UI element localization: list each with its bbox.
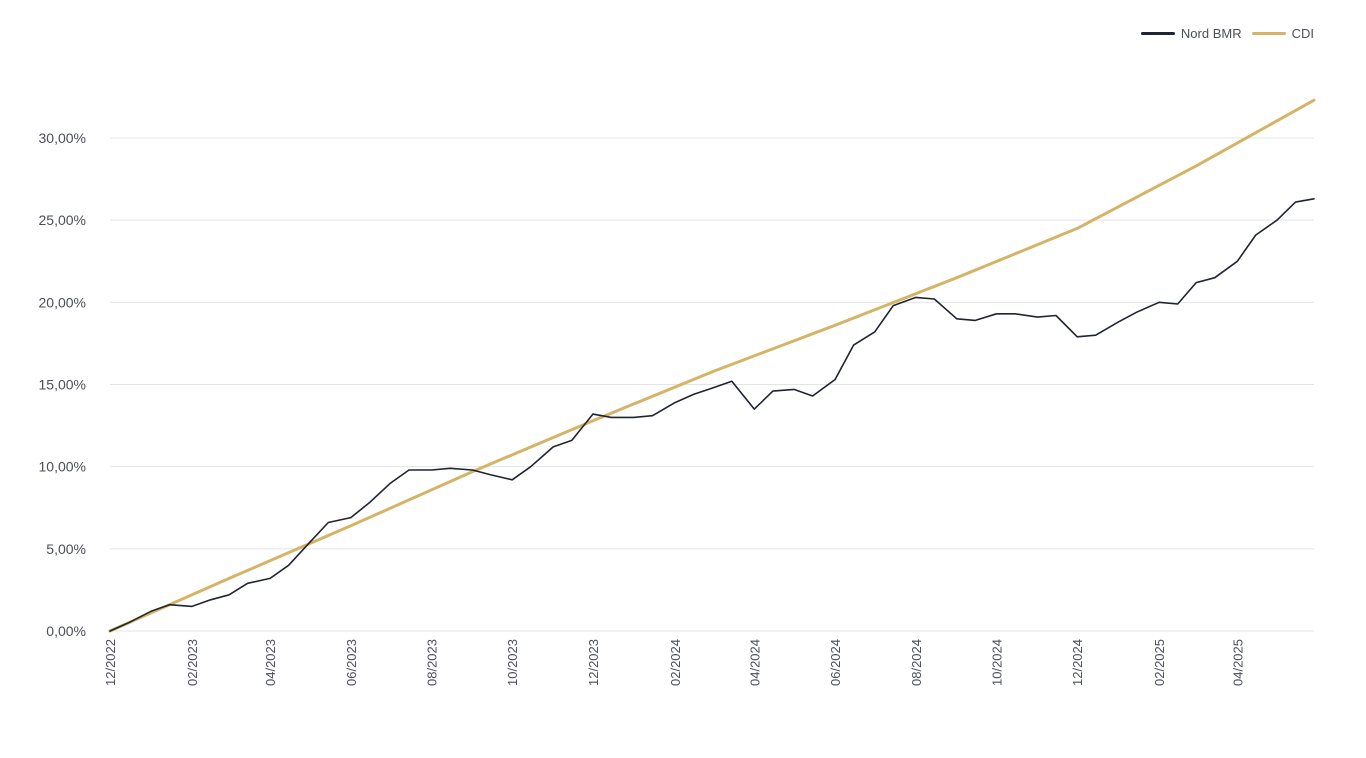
x-tick-label: 08/2023 <box>425 639 440 686</box>
x-axis-ticks: 12/2022 02/2023 04/2023 06/2023 08/2023 10/20… <box>103 639 1245 686</box>
y-tick-label: 30,00% <box>39 130 86 146</box>
y-tick-label: 10,00% <box>39 459 86 475</box>
x-tick-label: 02/2025 <box>1152 639 1167 686</box>
y-tick-label: 25,00% <box>39 212 86 228</box>
x-tick-label: 04/2025 <box>1230 639 1245 686</box>
y-tick-label: 15,00% <box>39 377 86 393</box>
x-tick-label: 06/2024 <box>828 639 843 686</box>
series-line-cdi <box>108 98 1316 633</box>
y-tick-label: 0,00% <box>46 623 86 639</box>
x-tick-label: 04/2024 <box>747 639 762 686</box>
legend-item-nord-bmr[interactable]: Nord BMR <box>1140 26 1242 41</box>
legend-label-nord-bmr: Nord BMR <box>1180 26 1242 41</box>
legend-item-cdi[interactable]: CDI <box>1251 26 1314 41</box>
legend-swatch-cdi <box>1251 32 1286 35</box>
chart-legend: Nord BMR CDI <box>1140 26 1314 41</box>
legend-swatch-nord-bmr <box>1140 32 1175 35</box>
series-lines <box>108 98 1316 633</box>
x-tick-label: 12/2024 <box>1070 639 1085 686</box>
x-tick-label: 02/2023 <box>185 639 200 686</box>
legend-label-cdi: CDI <box>1291 26 1314 41</box>
x-tick-label: 04/2023 <box>263 639 278 686</box>
x-tick-label: 08/2024 <box>909 639 924 686</box>
x-tick-label: 12/2022 <box>103 639 118 686</box>
grid-lines <box>110 137 1314 632</box>
x-tick-label: 02/2024 <box>668 639 683 686</box>
x-tick-label: 12/2023 <box>586 639 601 686</box>
y-tick-label: 20,00% <box>39 294 86 310</box>
y-tick-label: 5,00% <box>46 541 86 557</box>
x-tick-label: 10/2023 <box>505 639 520 686</box>
x-tick-label: 10/2024 <box>989 639 1004 686</box>
x-tick-label: 06/2023 <box>344 639 359 686</box>
y-axis-ticks: 0,00% 5,00% 10,00% 15,00% 20,00% 25,00% 30,00% <box>39 130 86 639</box>
series-line-nord-bmr <box>109 198 1315 632</box>
